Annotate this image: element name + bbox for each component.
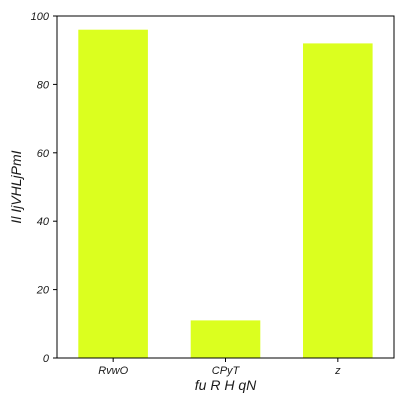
y-axis-ticks: 0 20 40 60 80 100 [31, 11, 57, 365]
y-tick-label: 80 [37, 79, 50, 91]
x-axis-label: fu R H qN [195, 377, 257, 393]
bars-layer [78, 29, 373, 359]
bar-CPyT [190, 320, 261, 358]
bar-z [303, 43, 373, 359]
y-tick-label: 60 [37, 148, 50, 160]
bar-RvwO [78, 29, 148, 358]
y-tick-label: 0 [43, 353, 50, 365]
y-tick-label: 40 [37, 216, 50, 228]
x-tick-label: CPyT [212, 365, 241, 377]
y-axis-label: Il IjVHLjPmI [8, 150, 24, 223]
x-tick-label: z [334, 365, 341, 377]
x-axis-ticks: RvwO CPyT z [98, 358, 341, 377]
plot-frame [56, 15, 395, 359]
y-tick-label: 100 [31, 11, 50, 23]
x-tick-label: RvwO [98, 365, 128, 377]
y-tick-label: 20 [36, 285, 50, 297]
